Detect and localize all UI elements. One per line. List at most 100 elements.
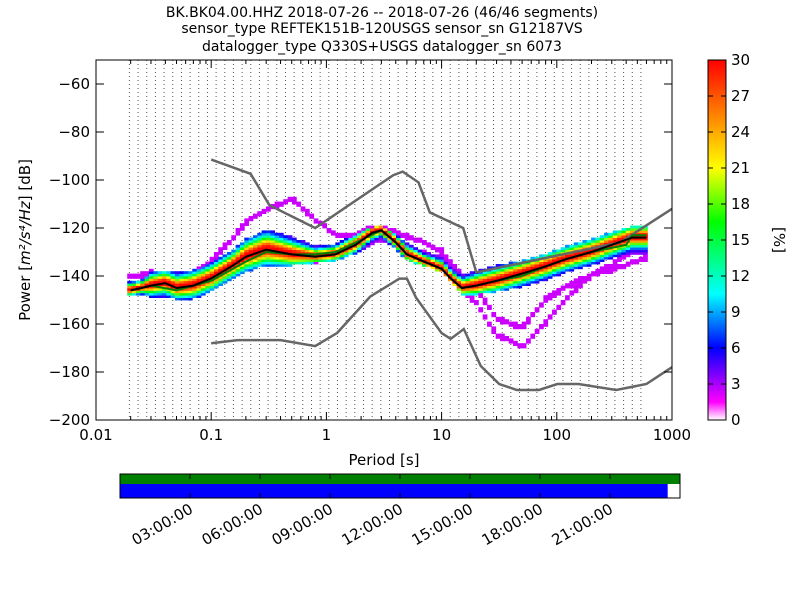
pdf-cell	[573, 252, 579, 255]
pdf-cell	[452, 278, 458, 282]
pdf-cell	[170, 276, 176, 279]
pdf-cell	[547, 295, 553, 298]
pdf-cell	[422, 240, 427, 243]
pdf-cell	[478, 278, 484, 282]
timeline-tick-label: 15:00:00	[409, 500, 476, 549]
pdf-cell	[244, 261, 250, 265]
pdf-cell	[469, 300, 475, 303]
pdf-cell	[404, 249, 410, 253]
pdf-cell	[643, 254, 648, 258]
pdf-cell	[582, 276, 588, 279]
pdf-cell	[161, 276, 167, 279]
pdf-cell	[261, 237, 267, 241]
pdf-cell	[508, 268, 514, 272]
pdf-cell	[547, 292, 553, 296]
pdf-cell	[374, 228, 380, 231]
pdf-cell	[543, 273, 549, 277]
pdf-cell	[348, 235, 354, 238]
pdf-cell	[604, 240, 609, 243]
pdf-cell	[278, 242, 284, 246]
pdf-cell	[192, 273, 198, 277]
pdf-cell	[482, 280, 488, 284]
pdf-cell	[604, 268, 609, 272]
pdf-cell	[439, 252, 445, 255]
pdf-cell	[556, 307, 562, 310]
pdf-cell	[343, 240, 349, 243]
pdf-cell	[209, 283, 215, 286]
pdf-cell	[396, 237, 401, 241]
pdf-cell	[140, 280, 145, 284]
pdf-cell	[491, 288, 497, 291]
pdf-cell	[478, 280, 484, 284]
pdf-cell	[530, 278, 536, 282]
pdf-cell	[469, 288, 475, 291]
colorbar-label: [%]	[770, 227, 788, 253]
pdf-cell	[565, 295, 570, 298]
pdf-cell	[387, 228, 393, 231]
pdf-cell	[261, 264, 267, 267]
pdf-cell	[543, 259, 549, 262]
pdf-cell	[487, 273, 492, 277]
pdf-cell	[339, 252, 345, 255]
pdf-cell	[222, 261, 228, 265]
pdf-cell	[495, 271, 501, 274]
pdf-cell	[504, 268, 510, 272]
pdf-cell	[439, 261, 445, 265]
pdf-cell	[513, 271, 518, 274]
pdf-cell	[144, 290, 150, 294]
colorbar-tick-label: 9	[731, 303, 741, 321]
pdf-cell	[213, 278, 219, 282]
pdf-cell	[560, 261, 566, 265]
pdf-cell	[634, 244, 640, 248]
pdf-cell	[183, 280, 189, 284]
pdf-cell	[174, 278, 180, 282]
pdf-cell	[435, 264, 440, 267]
pdf-cell	[595, 237, 601, 241]
pdf-cell	[630, 240, 635, 243]
pdf-cell	[625, 252, 631, 255]
pdf-cell	[127, 285, 132, 289]
pdf-cell	[504, 266, 510, 270]
pdf-cell	[187, 280, 193, 284]
pdf-cell	[404, 232, 410, 236]
pdf-cell	[526, 273, 531, 277]
pdf-cell	[582, 280, 588, 284]
pdf-cell	[218, 249, 224, 253]
pdf-cell	[226, 256, 232, 260]
pdf-cell	[643, 244, 648, 248]
pdf-cell	[599, 268, 605, 272]
pdf-cell	[192, 278, 198, 282]
pdf-cell	[630, 252, 635, 255]
pdf-cell	[226, 252, 232, 255]
coverage-timeline: 03:00:00 06:00:00 09:00:00 12:00:00 15:00:00…	[119, 473, 681, 549]
y-axis-label-prefix: Power [	[16, 265, 34, 321]
pdf-cell	[252, 240, 258, 243]
pdf-cell	[326, 247, 332, 250]
pdf-cell	[218, 283, 224, 286]
pdf-cell	[513, 266, 518, 270]
pdf-cell	[127, 283, 132, 286]
pdf-cell	[153, 271, 158, 274]
pdf-cell	[534, 261, 540, 265]
pdf-cell	[205, 276, 211, 279]
pdf-cell	[556, 288, 562, 291]
pdf-cell	[560, 302, 566, 306]
pdf-cell	[539, 268, 544, 272]
pdf-cell	[161, 271, 167, 274]
pdf-cell	[586, 240, 592, 243]
pdf-cell	[244, 244, 250, 248]
pdf-cell	[213, 266, 219, 270]
pdf-cell	[422, 254, 427, 258]
pdf-cell	[504, 319, 510, 322]
pdf-cell	[196, 271, 202, 274]
pdf-cell	[222, 266, 228, 270]
pdf-cell	[196, 288, 202, 291]
pdf-cell	[179, 276, 184, 279]
pdf-cell	[222, 242, 228, 246]
pdf-cell	[521, 278, 527, 282]
pdf-cell	[283, 237, 289, 241]
pdf-cell	[187, 271, 193, 274]
pdf-cell	[400, 244, 406, 248]
pdf-cell	[417, 256, 423, 260]
pdf-cell	[556, 273, 562, 277]
